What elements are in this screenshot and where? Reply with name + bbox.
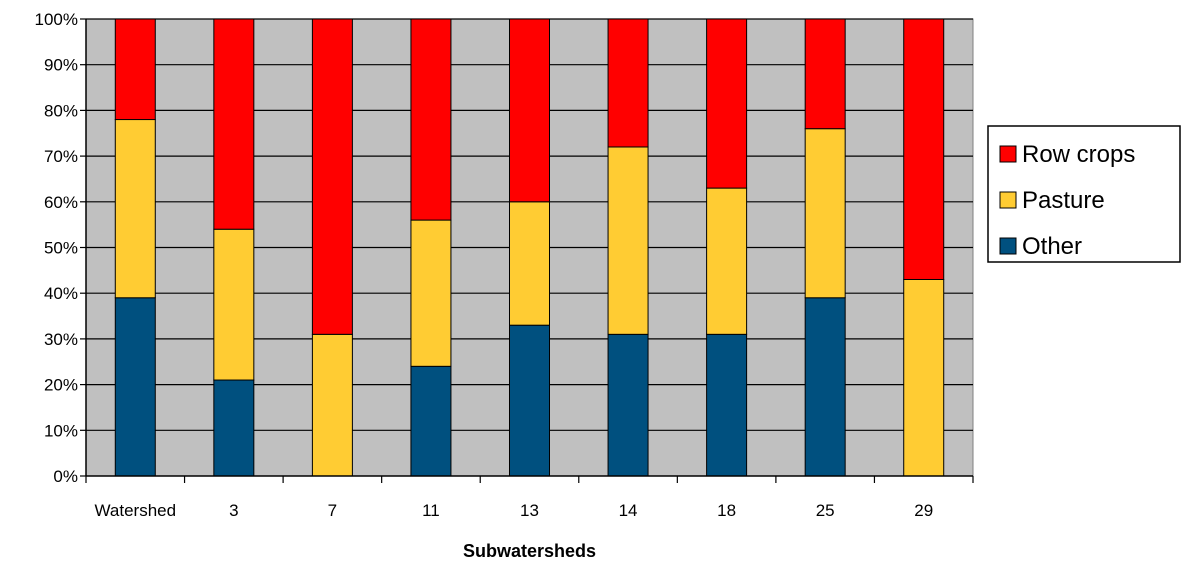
y-tick-label: 10%: [44, 421, 78, 440]
bar-other: [213, 379, 255, 477]
bar-other: [706, 333, 748, 477]
bar-row-crops: [903, 18, 945, 280]
x-tick-label: 7: [328, 501, 337, 520]
x-tick-label: 29: [914, 501, 933, 520]
y-tick-label: 0%: [53, 467, 78, 486]
y-tick-label: 60%: [44, 193, 78, 212]
x-tick-label: Watershed: [94, 501, 176, 520]
bar-row-crops: [509, 18, 550, 203]
y-tick-label: 50%: [44, 239, 78, 258]
bar-row-crops: [114, 18, 156, 121]
bar-other: [114, 297, 156, 477]
bar-other: [509, 324, 550, 477]
bar-pasture: [311, 333, 353, 477]
legend-swatch: [999, 237, 1017, 255]
y-tick-label: 20%: [44, 376, 78, 395]
y-tick-label: 30%: [44, 330, 78, 349]
bar-row-crops: [410, 18, 452, 221]
x-tick-label: 25: [816, 501, 835, 520]
legend-label: Other: [1022, 233, 1082, 260]
x-tick-label: 14: [619, 501, 638, 520]
y-tick-label: 70%: [44, 147, 78, 166]
bar-pasture: [706, 187, 748, 335]
bar-other: [607, 333, 649, 477]
x-tick-label: 13: [520, 501, 539, 520]
bar-pasture: [509, 201, 550, 326]
bar-row-crops: [804, 18, 846, 130]
y-tick-label: 100%: [35, 10, 78, 29]
bar-row-crops: [213, 18, 255, 230]
x-tick-label: 11: [422, 501, 440, 520]
x-axis-ticks: Watershed 3 7 11 13 14 18 25 29: [85, 476, 974, 520]
bar-row-crops: [607, 18, 649, 148]
legend-box: [987, 125, 1181, 263]
bar-pasture: [607, 146, 649, 335]
bar-pasture: [213, 228, 255, 381]
legend-swatch: [999, 191, 1017, 209]
x-axis-title: Subwatersheds: [463, 541, 596, 561]
y-tick-label: 90%: [44, 56, 78, 75]
bar-other: [410, 365, 452, 477]
bar-pasture: [114, 119, 156, 299]
bar-row-crops: [706, 18, 748, 189]
bar-pasture: [410, 219, 452, 367]
y-tick-label: 80%: [44, 101, 78, 120]
bar-other: [804, 297, 846, 477]
bar-pasture: [804, 128, 846, 299]
bar-row-crops: [311, 18, 353, 335]
x-tick-label: 18: [717, 501, 736, 520]
x-tick-label: 3: [229, 501, 238, 520]
legend: Row crops Pasture Other: [987, 125, 1181, 263]
bar-series: [114, 18, 945, 477]
legend-swatch: [999, 145, 1017, 163]
legend-label: Row crops: [1022, 141, 1135, 168]
y-axis-ticks: 0% 10% 20% 30% 40% 50% 60% 70% 80% 90% 100%: [35, 10, 86, 486]
y-tick-label: 40%: [44, 284, 78, 303]
bar-pasture: [903, 278, 945, 477]
legend-label: Pasture: [1022, 187, 1105, 214]
